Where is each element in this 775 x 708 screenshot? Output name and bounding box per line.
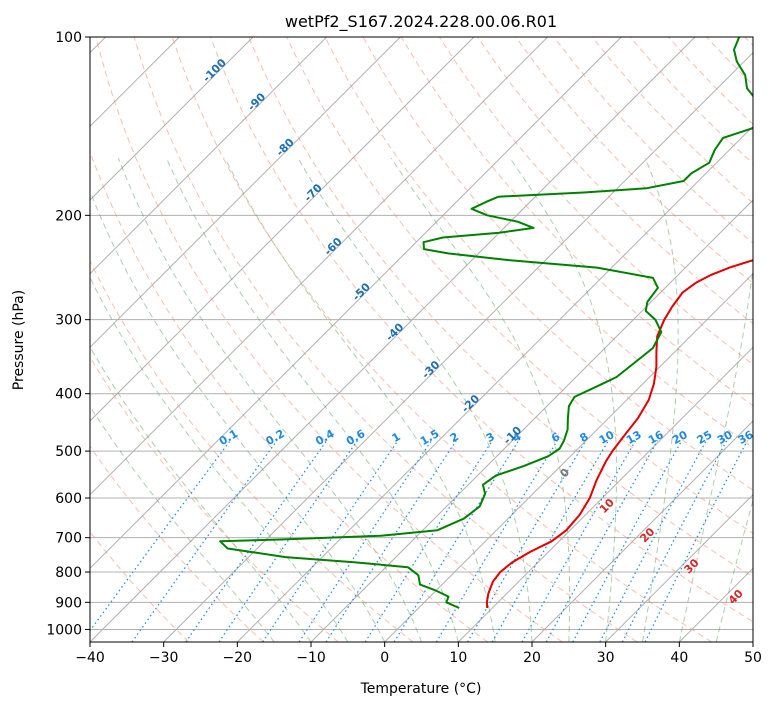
isotherm-gridline (90, 37, 622, 570)
y-tick-label: 300 (55, 313, 82, 329)
y-axis-title: Pressure (hPa) (11, 290, 27, 390)
mixing-ratio-line (435, 440, 558, 642)
y-tick-label: 400 (55, 387, 82, 403)
isotherm-gridline (90, 37, 328, 275)
dry-adiabat-line (210, 37, 753, 623)
y-tick-label: 600 (55, 491, 82, 507)
moist-adiabat-line (90, 345, 312, 642)
x-tick-label: 10 (449, 650, 467, 666)
isotherm-gridline (90, 37, 401, 349)
plot-frame (89, 36, 754, 643)
dry-adiabat-line (324, 37, 753, 491)
moist-adiabat-line (90, 405, 275, 642)
x-tick-label: −10 (296, 650, 326, 666)
mixing-ratio-line (364, 440, 493, 642)
mixing-ratio-line (572, 440, 683, 642)
moist-adiabat-line (117, 157, 422, 642)
mixing-ratio-line (599, 440, 707, 642)
moist-adiabat-line (715, 498, 753, 642)
moist-adiabat-line (642, 157, 679, 642)
moist-adiabat-line (90, 276, 349, 642)
mixing-ratio-line (521, 440, 637, 642)
x-tick-label: −40 (75, 650, 105, 666)
chart-title: wetPf2_S167.2024.228.00.06.R01 (285, 12, 557, 32)
dry-adiabat-line (90, 259, 414, 642)
x-tick-label: 0 (380, 650, 389, 666)
mixing-ratio-line (491, 440, 609, 642)
mixing-ratio-layer (90, 440, 748, 642)
dry-adiabat-line (171, 37, 712, 642)
dry-adiabats-layer (90, 37, 753, 642)
moist-adiabat-line (297, 157, 533, 642)
isotherm-gridline (605, 493, 753, 642)
dry-adiabat-line (286, 37, 753, 534)
y-tick-label: 500 (55, 444, 82, 460)
moist-adiabat-line (390, 157, 571, 642)
dry-adiabat-line (95, 37, 563, 642)
x-tick-label: 20 (523, 650, 541, 666)
x-tick-label: −30 (149, 650, 179, 666)
moist-adiabat-line (509, 157, 617, 642)
y-tick-label: 200 (55, 208, 82, 224)
x-tick-label: −20 (223, 650, 253, 666)
mixing-ratio-line (466, 440, 587, 642)
x-tick-label: 50 (744, 650, 762, 666)
moist-adiabat-line (90, 189, 386, 642)
series-layer (219, 37, 753, 609)
y-tick-label: 100 (55, 30, 82, 46)
x-tick-label: 30 (597, 650, 615, 666)
isotherm-gridline (163, 51, 753, 642)
mixing-ratio-line (621, 440, 728, 642)
mixing-ratio-line (545, 440, 659, 642)
x-axis-title: Temperature (°C) (360, 681, 482, 697)
dry-adiabat-line (133, 37, 638, 642)
temperature-profile-line (485, 259, 753, 609)
isotherm-gridline (531, 420, 753, 642)
mixing-ratio-line (393, 440, 520, 642)
mixing-ratio-label: 36 (736, 428, 756, 447)
isotherm-gridline (90, 37, 549, 496)
y-tick-label: 900 (55, 595, 82, 611)
isotherm-gridline (236, 125, 753, 642)
mixing-ratio-line (298, 440, 432, 642)
dry-adiabat-line (515, 37, 753, 284)
dewpoint-profile-line (219, 37, 753, 609)
y-tick-label: 700 (55, 531, 82, 547)
isotherm-gridline (90, 37, 475, 422)
dry-adiabat-line (90, 445, 264, 642)
y-axis: 100 200 300 400 500 600 700 800 900 1000 (46, 30, 90, 638)
moist-adiabat-line (678, 265, 753, 642)
y-tick-label: 1000 (46, 622, 82, 638)
dry-adiabat-line (248, 37, 753, 578)
y-tick-label: 800 (55, 565, 82, 581)
mixing-ratio-line (131, 440, 278, 642)
mixing-ratio-line (644, 440, 748, 642)
isotherm-gridline (457, 346, 753, 642)
isotherm-gridline (90, 37, 254, 201)
x-axis: −40 −30 −20 −10 0 10 20 30 40 50 (75, 642, 762, 666)
isotherm-gridline (384, 272, 753, 642)
mixing-ratio-line (185, 440, 328, 642)
x-tick-label: 40 (670, 650, 688, 666)
